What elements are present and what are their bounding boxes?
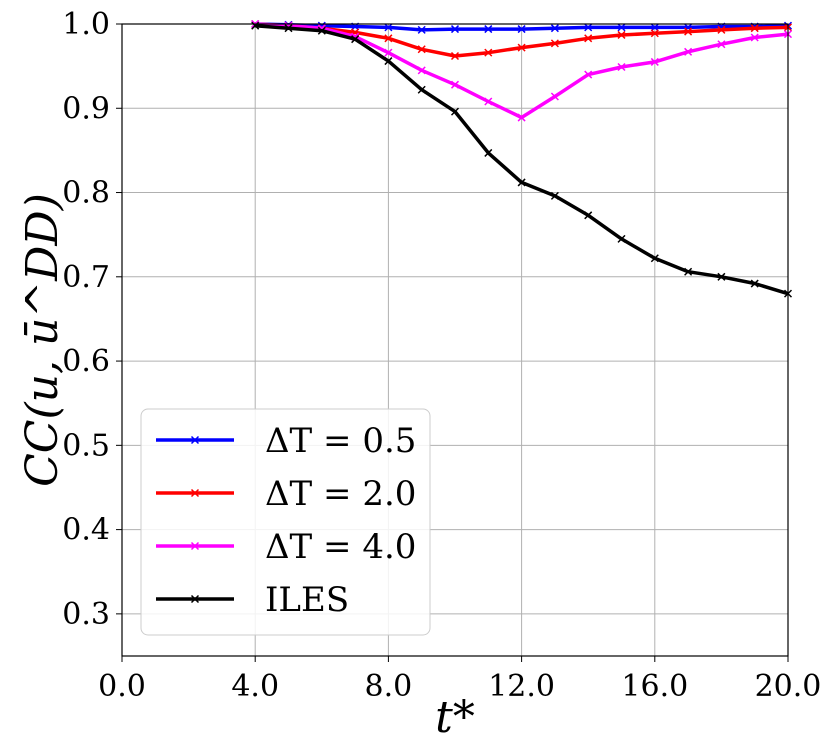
data-point <box>617 23 626 32</box>
data-point <box>550 191 559 200</box>
data-point <box>317 26 326 35</box>
x-axis-title: t* <box>435 692 475 743</box>
data-point <box>684 27 693 36</box>
data-point <box>584 70 593 79</box>
legend: ΔT = 0.5 ΔT = 2.0 ΔT = 4.0 ILES <box>140 408 431 636</box>
data-point <box>484 48 493 57</box>
data-point <box>517 113 526 122</box>
data-point <box>284 24 293 33</box>
data-point <box>617 234 626 243</box>
legend-marker <box>190 435 200 445</box>
data-point <box>650 23 659 32</box>
data-point <box>384 48 393 57</box>
data-point <box>750 24 759 33</box>
data-point <box>517 43 526 52</box>
data-point <box>717 272 726 281</box>
x-tick-label: 0.0 <box>98 669 146 704</box>
data-point <box>617 62 626 72</box>
data-point <box>717 25 726 34</box>
data-point <box>750 279 759 288</box>
data-point <box>550 92 559 101</box>
legend-label: ΔT = 2.0 <box>265 474 416 514</box>
data-point <box>450 80 460 89</box>
y-tick-label: 0.7 <box>62 260 110 295</box>
y-axis-title: CC(u, ū^DD) <box>17 193 68 487</box>
data-point <box>550 24 559 33</box>
data-point <box>684 267 693 276</box>
data-point <box>450 25 460 34</box>
data-point <box>550 39 559 48</box>
legend-label: ΔT = 4.0 <box>265 527 416 567</box>
data-point <box>417 25 426 34</box>
x-tick-label: 12.0 <box>488 669 555 704</box>
legend-entry: ILES <box>156 580 349 620</box>
legend-entry: ΔT = 2.0 <box>156 474 416 514</box>
data-point <box>584 34 593 43</box>
data-point <box>417 85 426 94</box>
x-tick-label: 4.0 <box>231 669 279 704</box>
data-point <box>450 51 460 61</box>
legend-marker <box>190 488 200 498</box>
y-tick-label: 1.0 <box>62 7 110 42</box>
data-point <box>650 254 659 263</box>
y-tick-label: 0.8 <box>62 176 110 211</box>
data-point <box>450 107 460 116</box>
data-point <box>417 45 426 54</box>
data-point <box>584 23 593 32</box>
legend-marker <box>190 594 200 604</box>
data-point <box>717 40 726 49</box>
data-point <box>517 25 526 34</box>
legend-entry: ΔT = 0.5 <box>156 421 416 461</box>
data-point <box>650 29 659 38</box>
data-point <box>517 178 526 187</box>
y-tick-label: 0.9 <box>62 91 110 126</box>
legend-label: ΔT = 0.5 <box>265 421 416 461</box>
data-point <box>351 35 360 44</box>
data-point <box>584 211 593 220</box>
data-point <box>251 21 260 30</box>
legend-marker <box>190 541 200 551</box>
legend-box <box>140 408 431 636</box>
legend-label: ILES <box>265 580 349 620</box>
data-point <box>650 57 659 66</box>
data-point <box>684 47 693 56</box>
data-point <box>384 34 393 43</box>
data-point <box>484 148 493 157</box>
x-tick-label: 8.0 <box>365 669 413 704</box>
x-tick-label: 20.0 <box>755 669 822 704</box>
data-point <box>417 66 426 75</box>
y-tick-label: 0.4 <box>62 513 110 548</box>
y-tick-label: 0.5 <box>62 428 110 463</box>
legend-entry: ΔT = 4.0 <box>156 527 416 567</box>
y-tick-label: 0.6 <box>62 344 110 379</box>
x-tick-label: 16.0 <box>621 669 688 704</box>
data-point <box>484 25 493 34</box>
data-point <box>617 30 626 39</box>
y-tick-label: 0.3 <box>62 597 110 632</box>
data-point <box>750 33 759 42</box>
plot-frame <box>121 23 789 657</box>
axis-ticks: 0.0 4.0 8.0 12.0 16.0 20.0 0.3 0.4 0.5 0.6 0.7 0.8 0… <box>62 7 821 704</box>
data-point <box>484 97 493 106</box>
data-point <box>384 23 393 32</box>
series-3 <box>251 21 793 298</box>
data-point <box>384 57 393 66</box>
